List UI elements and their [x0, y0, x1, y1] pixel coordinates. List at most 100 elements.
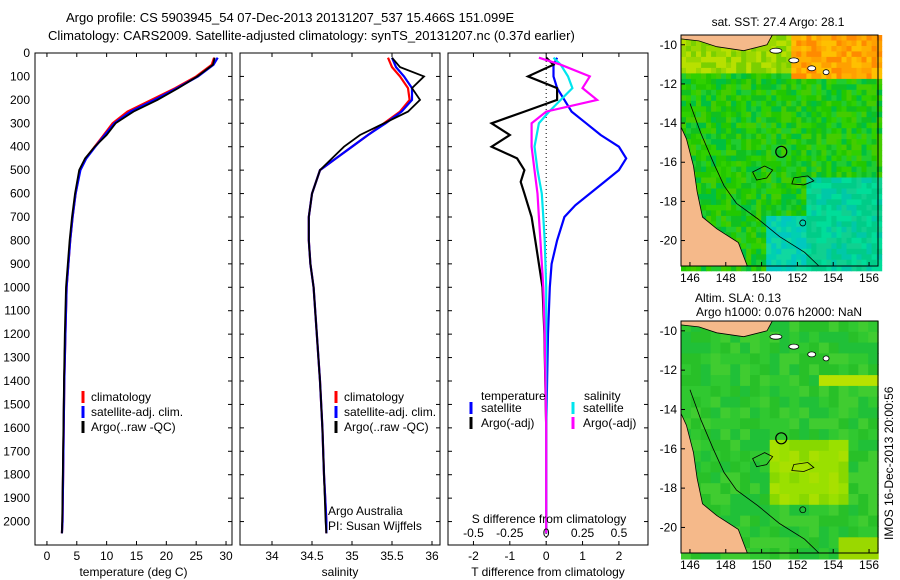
map-cell	[836, 194, 843, 201]
map-cell	[711, 177, 717, 184]
map-cell	[741, 84, 747, 91]
map-cell	[706, 78, 712, 85]
map-cell	[711, 265, 717, 272]
map-cell	[701, 46, 707, 53]
map-cell	[836, 265, 843, 272]
map-cell	[731, 73, 737, 80]
map-cell	[681, 117, 687, 124]
map-cell	[816, 183, 822, 190]
map-cell	[751, 226, 757, 233]
map-cell	[761, 150, 767, 157]
map-cell	[821, 89, 827, 96]
map-cell	[811, 117, 817, 124]
map-cell	[818, 439, 830, 452]
map-cell	[746, 122, 752, 129]
depth-tick-label: 500	[10, 163, 30, 177]
map-cell	[716, 95, 722, 102]
map-cell	[858, 375, 869, 387]
map-cell	[781, 51, 787, 58]
map-cell	[746, 67, 752, 74]
map-cell	[766, 221, 772, 228]
map-cell	[851, 111, 858, 118]
map-cell	[831, 210, 837, 217]
map-cell	[781, 128, 787, 135]
map-cell	[836, 84, 843, 91]
map-cell	[838, 364, 850, 376]
map-cell	[746, 226, 752, 233]
map-cell	[846, 133, 853, 140]
map-cell	[826, 204, 832, 211]
map-cell	[686, 128, 692, 135]
map-cell	[696, 62, 702, 69]
map-cell	[841, 89, 848, 96]
map-cell	[876, 111, 883, 118]
map-cell	[736, 111, 742, 118]
map-cell	[706, 56, 712, 63]
map-cell	[756, 46, 762, 53]
map-cell	[716, 84, 722, 91]
map-cell	[746, 172, 752, 179]
map-cell	[691, 133, 697, 140]
map-cell	[726, 84, 732, 91]
map-cell	[726, 144, 732, 151]
map-cell	[776, 106, 782, 113]
map-cell	[866, 188, 873, 195]
map-cell	[766, 95, 772, 102]
map-cell	[876, 199, 883, 206]
map-cell	[726, 139, 732, 146]
map-cell	[706, 67, 712, 74]
map-cell	[736, 183, 742, 190]
map-cell	[848, 396, 859, 409]
map-cell	[776, 144, 782, 151]
map-cell	[866, 248, 873, 255]
map-cell	[836, 199, 843, 206]
map-cell	[686, 89, 692, 96]
map-cell	[771, 188, 777, 195]
map-cell	[766, 254, 772, 261]
map-cell	[759, 494, 771, 506]
map-cell	[831, 172, 837, 179]
map-cell	[701, 265, 707, 272]
map-cell	[701, 188, 707, 195]
map-cell	[746, 183, 752, 190]
map-cell	[871, 188, 878, 195]
map-cell	[846, 232, 853, 239]
map-cell	[701, 166, 707, 173]
map-cell	[801, 254, 807, 261]
sst-map-title: sat. SST: 27.4 Argo: 28.1	[712, 15, 845, 29]
map-cell	[796, 46, 802, 53]
map-cell	[686, 73, 692, 80]
map-cell	[771, 111, 777, 118]
map-cell	[811, 210, 817, 217]
map-cell	[756, 177, 762, 184]
map-cell	[818, 548, 830, 560]
map-cell	[751, 188, 757, 195]
map-cell	[750, 418, 761, 430]
map-cell	[751, 73, 757, 80]
map-cell	[791, 221, 797, 228]
map-cell	[876, 204, 883, 211]
map-lat-label: -20	[660, 234, 678, 248]
map-lon-label: 146	[680, 271, 700, 285]
map-cell	[791, 259, 797, 266]
map-cell	[756, 248, 762, 255]
map-cell	[856, 210, 863, 217]
map-cell	[789, 429, 800, 441]
map-cell	[841, 133, 848, 140]
map-cell	[700, 364, 712, 376]
map-cell	[796, 111, 802, 118]
map-cell	[756, 221, 762, 228]
map-cell	[851, 155, 858, 162]
map-cell	[706, 100, 712, 107]
sla-map-title-line1: Altim. SLA: 0.13	[695, 291, 781, 305]
map-cell	[871, 221, 878, 228]
map-cell	[691, 46, 697, 53]
legend-entry: satellite	[583, 401, 624, 415]
map-cell	[799, 353, 810, 365]
map-lat-label: -10	[660, 38, 678, 52]
map-cell	[821, 204, 827, 211]
map-cell	[848, 375, 859, 387]
map-cell	[751, 89, 757, 96]
map-cell	[706, 46, 712, 53]
map-cell	[740, 439, 751, 452]
